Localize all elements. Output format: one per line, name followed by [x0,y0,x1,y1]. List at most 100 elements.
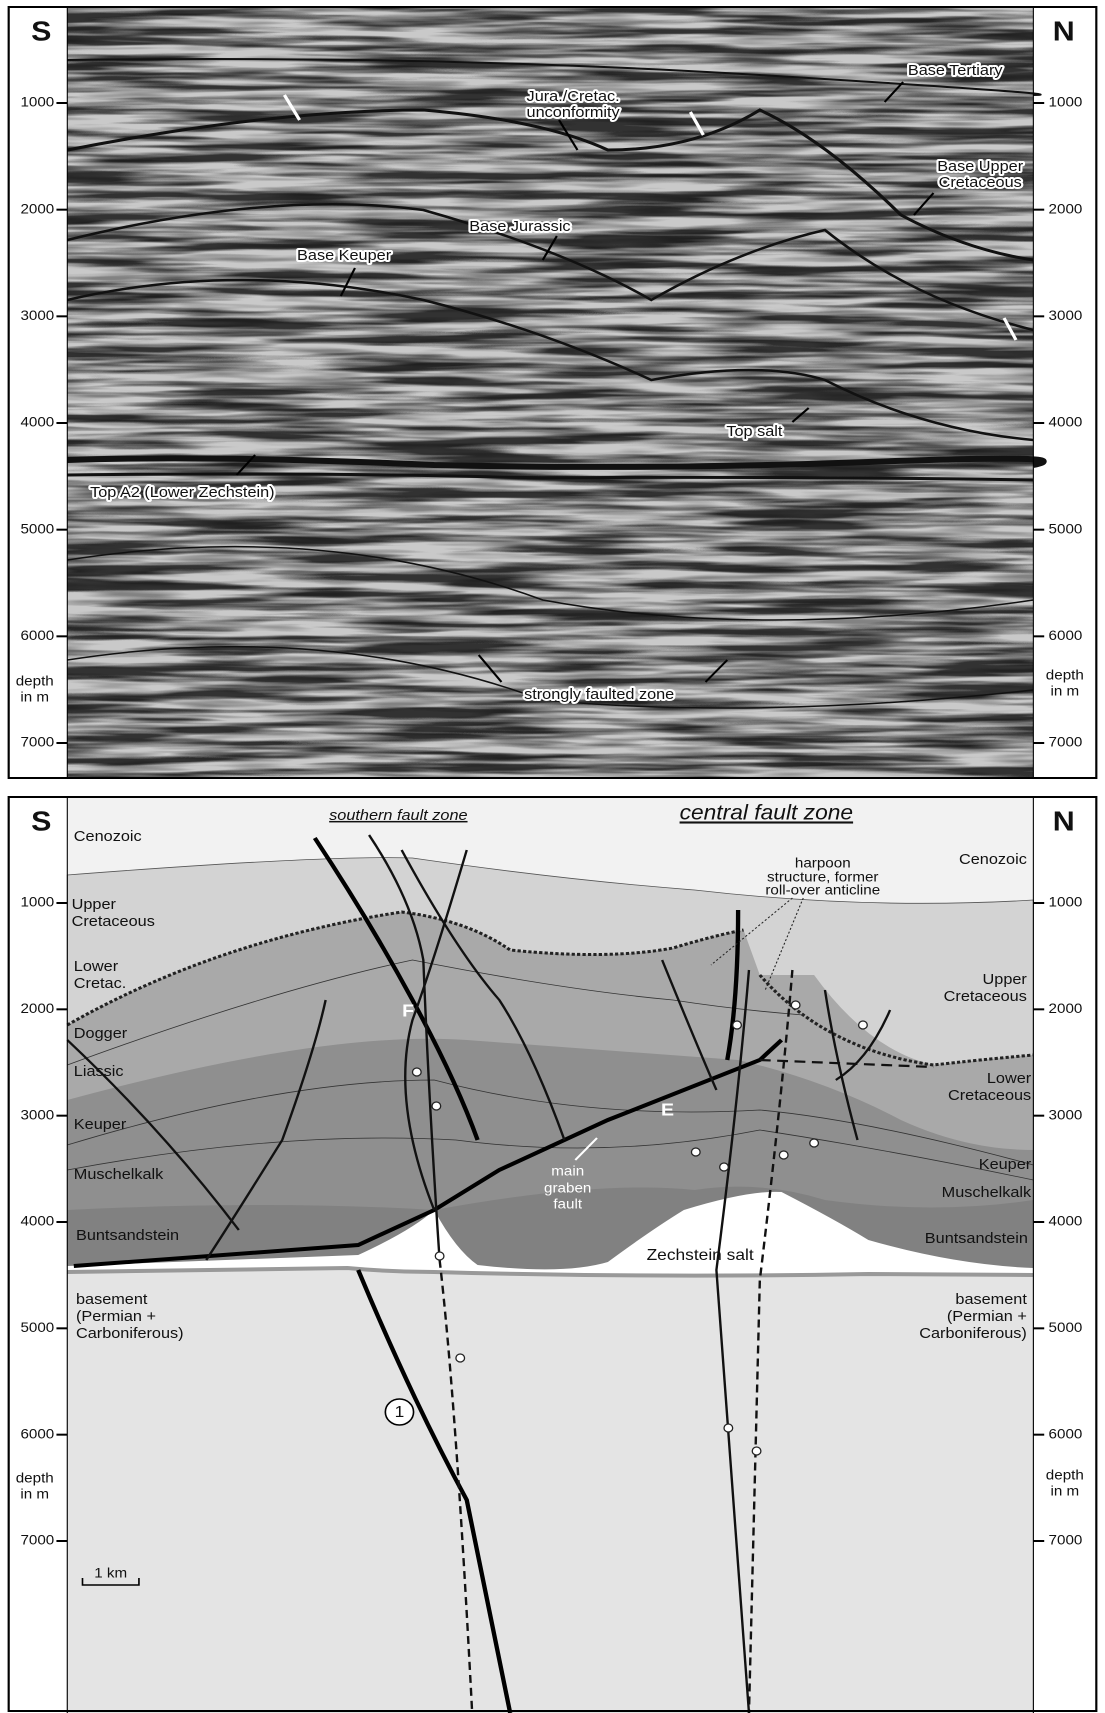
unit-label: Upper [983,972,1027,988]
direction-label: S [31,806,51,837]
marker [412,1068,421,1076]
tick-label: 4000 [1049,415,1083,430]
marker [752,1447,761,1455]
unit-label: (Permian + [947,1309,1027,1325]
marker [779,1151,788,1159]
annotation: Zechstein salt [647,1246,754,1264]
annotation: main [551,1164,584,1179]
tick-label: 7000 [20,735,54,750]
unit-label: Muschelkalk [74,1167,164,1183]
marker [720,1163,729,1171]
annotation: Base Keuper [297,248,391,264]
unit-label: Keuper [979,1157,1031,1173]
annotation: unconformity [527,105,620,121]
unit-label: Carboniferous) [919,1326,1027,1342]
annotation: Jura./Cretac. [527,89,620,105]
basement [67,1268,1033,1713]
unit-label: Cretac. [74,976,126,992]
tick-label: 1000 [1049,95,1083,110]
tick-label: 5000 [20,1321,54,1336]
tick-label: 4000 [1049,1214,1083,1229]
annotation: strongly faulted zone [524,687,674,703]
marker [724,1424,733,1432]
unit-label: Cenozoic [959,852,1027,868]
axis-label: depth [16,674,54,689]
page: Seismic section and interpretation html,… [0,0,1105,1713]
marker [733,1021,742,1029]
seismic-panel: S N depth in m depth in m Base Tertiary … [9,7,1097,778]
tick-label: 5000 [1049,1321,1083,1336]
tick-label: 6000 [1049,1427,1083,1442]
interpretation-panel: S N depth in m depth in m southern fault… [9,797,1097,1713]
unit-label: basement [76,1292,148,1308]
unit-label: Cretaceous [72,914,155,930]
axis-label: depth [1046,1468,1084,1483]
body: { "top_panel": { "left_label": "S", "rig… [0,0,1105,1713]
unit-label: Carboniferous) [76,1326,184,1342]
figure: S N depth in m depth in m Base Tertiary … [0,0,1105,1713]
unit-label: (Permian + [76,1309,156,1325]
unit-label: Lower [987,1071,1031,1087]
unit-label: Lower [74,959,118,975]
fault-number: 1 [395,1403,405,1421]
heading: southern fault zone [329,808,468,824]
marker [791,1001,800,1009]
fault-label: F [402,1000,414,1020]
tick-label: 5000 [20,522,54,537]
unit-label: Upper [72,897,116,913]
annotation: fault [553,1197,582,1212]
marker [456,1354,465,1362]
axis-label: in m [1050,1484,1079,1499]
axis-label: in m [1050,684,1079,699]
tick-label: 3000 [1049,309,1083,324]
annotation: Base Upper [937,159,1023,175]
fault-label: E [661,1099,674,1119]
unit-label: Cretaceous [944,989,1027,1005]
unit-label: Cretaceous [948,1088,1031,1104]
annotation: Top A2 (Lower Zechstein) [90,485,274,501]
tick-label: 2000 [20,1002,54,1017]
tick-label: 6000 [20,1427,54,1442]
annotation: Top salt [726,424,783,440]
axis-label: in m [20,1487,49,1502]
tick-label: 2000 [20,202,54,217]
tick-label: 4000 [20,415,54,430]
tick-label: 1000 [20,95,54,110]
axis-label: in m [20,690,49,705]
direction-label: N [1053,16,1075,47]
scale-bar-label: 1 km [94,1566,127,1581]
axis-label: depth [1046,668,1084,683]
marker [859,1021,868,1029]
tick-label: 6000 [1049,629,1083,644]
tick-label: 3000 [20,309,54,324]
heading: central fault zone [680,800,854,824]
annotation: Base Jurassic [469,219,570,235]
tick-label: 7000 [20,1533,54,1548]
marker [691,1148,700,1156]
direction-label: N [1053,806,1075,837]
direction-label: S [31,16,51,47]
marker [810,1139,819,1147]
tick-label: 2000 [1049,202,1083,217]
axis-label: depth [16,1471,54,1486]
unit-label: Muschelkalk [942,1185,1032,1201]
tick-label: 3000 [20,1108,54,1123]
tick-label: 6000 [20,629,54,644]
marker [432,1102,441,1110]
annotation: Base Tertiary [908,63,1003,79]
tick-label: 4000 [20,1214,54,1229]
unit-label: basement [955,1292,1027,1308]
tick-label: 3000 [1049,1108,1083,1123]
tick-label: 2000 [1049,1002,1083,1017]
tick-label: 7000 [1049,1533,1083,1548]
tick-label: 5000 [1049,522,1083,537]
unit-label: Buntsandstein [76,1228,179,1244]
unit-label: Dogger [74,1026,127,1042]
annotation: roll-over anticline [765,883,880,898]
seismic-texture-fine [67,7,1033,778]
annotation: graben [544,1181,591,1196]
unit-label: Buntsandstein [925,1231,1028,1247]
unit-label: Cenozoic [74,829,142,845]
tick-label: 1000 [1049,895,1083,910]
marker [435,1252,444,1260]
